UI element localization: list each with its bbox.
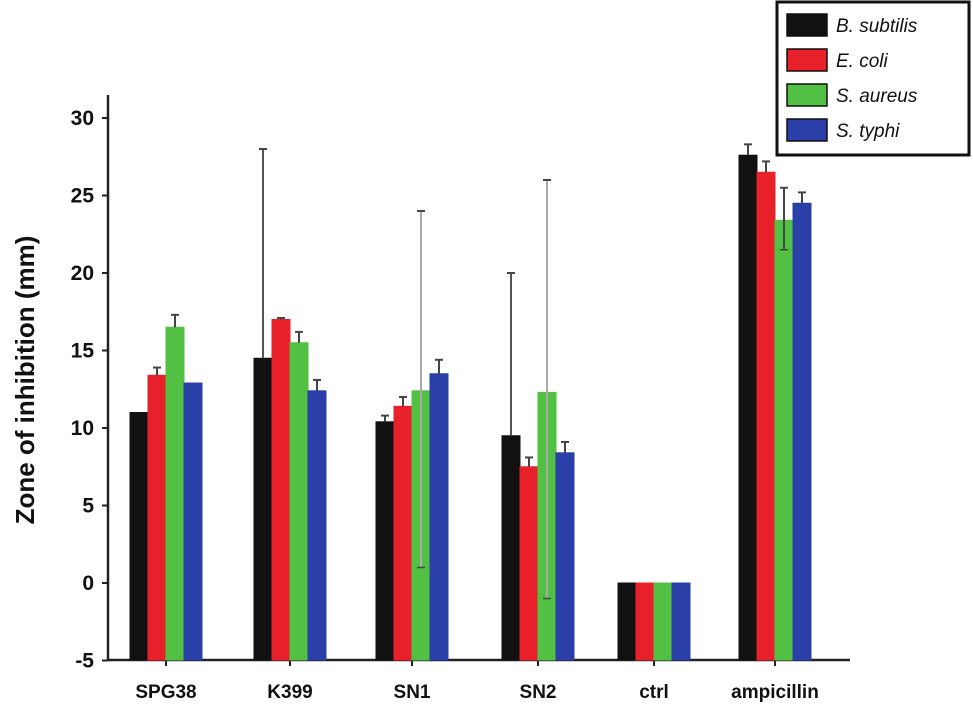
legend-swatch bbox=[786, 13, 828, 37]
y-tick-label: 25 bbox=[71, 185, 95, 208]
y-tick-label: 20 bbox=[71, 262, 94, 285]
bar-ampicillin-e-coli bbox=[756, 171, 776, 661]
y-tick-label: 30 bbox=[71, 107, 94, 130]
y-axis-label: Zone of inhibition (mm) bbox=[10, 236, 40, 525]
bar-SN2-s-typhi bbox=[555, 452, 575, 661]
bar-SPG38-s-aureus bbox=[165, 326, 185, 661]
legend-swatch bbox=[786, 118, 828, 142]
bar-ctrl-e-coli bbox=[635, 582, 655, 661]
bar-SPG38-e-coli bbox=[147, 374, 167, 661]
bar-ctrl-s-typhi bbox=[671, 582, 691, 661]
y-tick-label: -5 bbox=[75, 650, 94, 673]
bar-ctrl-s-aureus bbox=[653, 582, 673, 661]
legend-label: S. aureus bbox=[836, 86, 918, 107]
x-tick-label: K399 bbox=[267, 682, 312, 703]
bar-SN1-s-typhi bbox=[429, 373, 449, 661]
y-tick-label: 0 bbox=[82, 572, 94, 595]
legend-label: E. coli bbox=[836, 51, 889, 72]
bar-K399-e-coli bbox=[271, 319, 291, 661]
legend-label: B. subtilis bbox=[836, 16, 918, 37]
x-tick-label: ctrl bbox=[639, 682, 669, 703]
bar-SPG38-b-subtilis bbox=[129, 412, 149, 661]
bar-K399-s-typhi bbox=[307, 390, 327, 661]
bar-SPG38-s-typhi bbox=[183, 382, 203, 661]
bar-ctrl-b-subtilis bbox=[617, 582, 637, 661]
legend-swatch bbox=[786, 48, 828, 72]
x-tick-label: SN1 bbox=[394, 682, 431, 703]
y-tick-label: 10 bbox=[71, 417, 94, 440]
x-tick-label: SN2 bbox=[520, 682, 557, 703]
bar-K399-s-aureus bbox=[289, 342, 309, 661]
x-tick-label: SPG38 bbox=[135, 682, 196, 703]
bar-SN2-e-coli bbox=[519, 466, 539, 661]
bar-SN1-e-coli bbox=[393, 405, 413, 661]
x-tick-label: ampicillin bbox=[731, 682, 819, 703]
bar-ampicillin-b-subtilis bbox=[738, 154, 758, 661]
bar-SN2-b-subtilis bbox=[501, 435, 521, 661]
bar-ampicillin-s-aureus bbox=[774, 219, 794, 661]
bar-ampicillin-s-typhi bbox=[792, 202, 812, 661]
y-tick-label: 15 bbox=[71, 340, 95, 363]
legend: B. subtilis E. coli S. aureus S. typhi bbox=[775, 0, 971, 157]
legend-label: S. typhi bbox=[836, 121, 900, 142]
legend-swatch bbox=[786, 83, 828, 107]
y-tick-label: 5 bbox=[82, 495, 94, 518]
bar-SN1-b-subtilis bbox=[375, 421, 395, 661]
bar-K399-b-subtilis bbox=[253, 357, 273, 661]
